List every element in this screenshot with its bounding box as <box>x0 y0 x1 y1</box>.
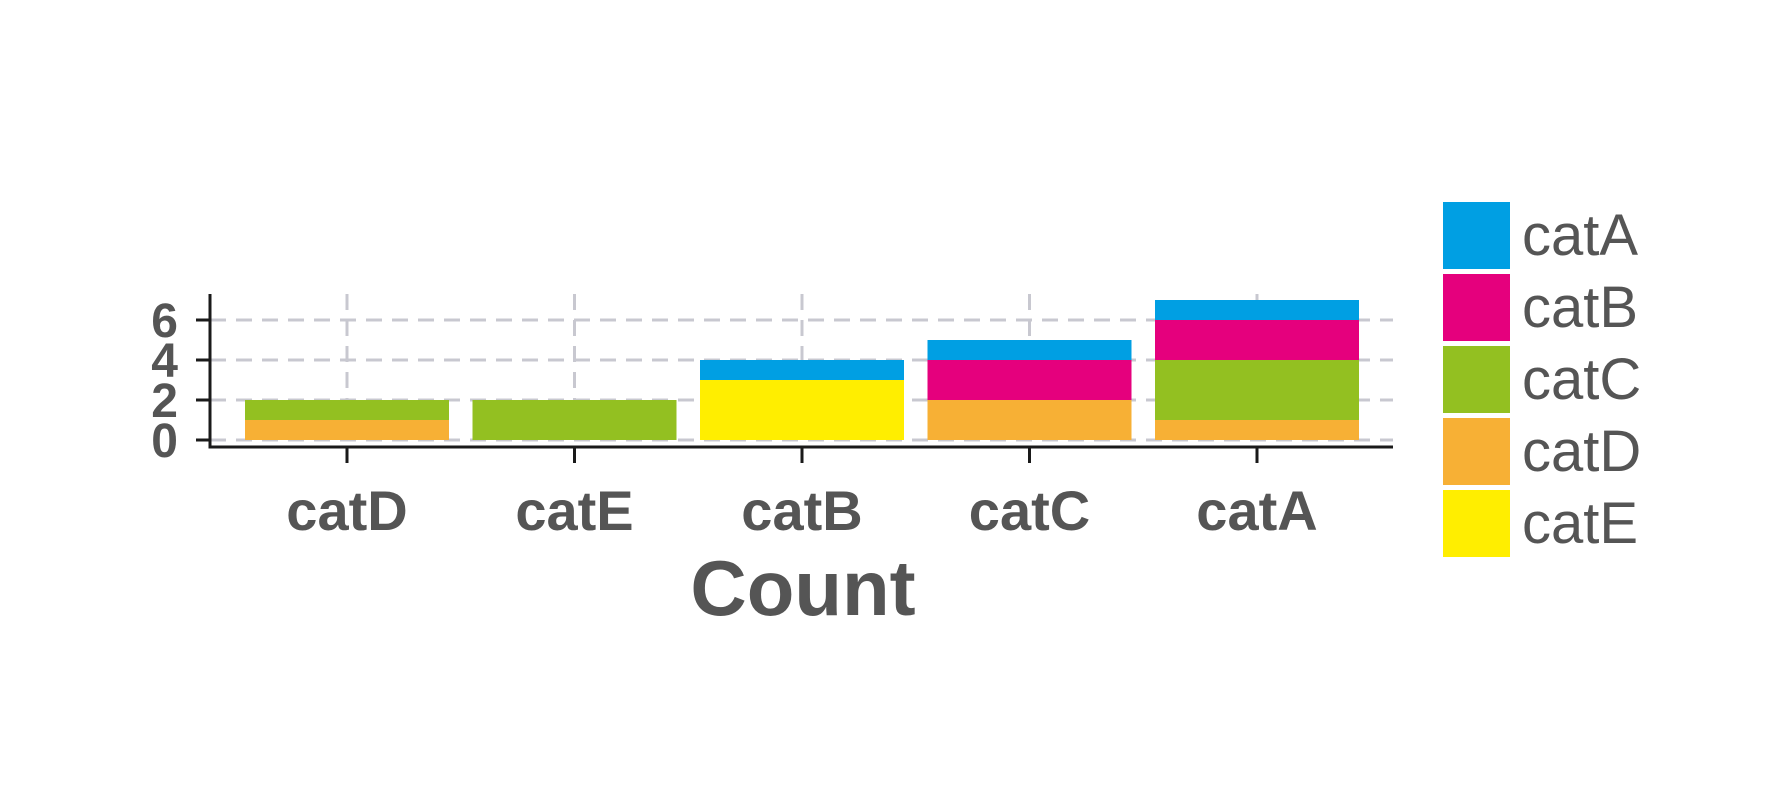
bars <box>245 300 1359 440</box>
x-axis-title: Count <box>690 544 915 632</box>
bar-segment-catB-catA <box>700 360 904 380</box>
x-tick-label: catA <box>1196 479 1317 542</box>
x-tick-label: catB <box>741 479 862 542</box>
legend-label: catD <box>1522 419 1641 484</box>
legend-swatch-catD <box>1443 418 1510 485</box>
legend-swatch-catA <box>1443 202 1510 269</box>
legend-label: catA <box>1522 203 1638 268</box>
y-tick-label: 4 <box>151 335 178 388</box>
bar-segment-catA-catB <box>1155 320 1359 360</box>
legend-swatch-catE <box>1443 490 1510 557</box>
x-tick-label: catD <box>286 479 407 542</box>
x-tick-label: catE <box>515 479 633 542</box>
legend: catA catB catC catD catE <box>1443 202 1641 557</box>
legend-label: catB <box>1522 275 1638 340</box>
legend-swatch-catB <box>1443 274 1510 341</box>
bar-segment-catC-catD <box>927 400 1132 440</box>
bar-segment-catA-catC <box>1155 360 1359 420</box>
bar-segment-catE-catC <box>472 400 677 440</box>
bar-segment-catA-catD <box>1155 420 1359 440</box>
y-tick-label: 0 <box>151 415 178 468</box>
legend-label: catE <box>1522 491 1638 556</box>
y-tick-label: 6 <box>151 295 178 348</box>
legend-label: catC <box>1522 347 1641 412</box>
bar-segment-catA-catA <box>1155 300 1359 320</box>
bar-segment-catB-catE <box>700 380 904 440</box>
y-tick-label: 2 <box>151 375 178 428</box>
bar-segment-catC-catB <box>927 360 1132 400</box>
bar-segment-catD-catC <box>245 400 449 420</box>
bar-segment-catC-catA <box>927 340 1132 360</box>
bar-segment-catD-catD <box>245 420 449 440</box>
x-tick-label: catC <box>969 479 1090 542</box>
legend-swatch-catC <box>1443 346 1510 413</box>
